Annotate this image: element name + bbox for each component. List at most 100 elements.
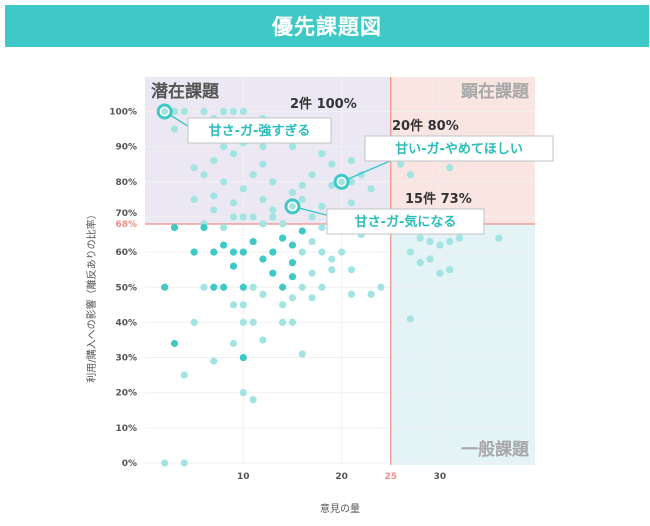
callout-text: 甘さ-ガ-強すぎる [209, 123, 311, 139]
y-tick-label: 70% [115, 209, 137, 219]
data-point [239, 248, 247, 256]
y-tick-label: 20% [115, 389, 137, 399]
data-point-light [308, 294, 316, 302]
y-axis-label: 利用/購入への影響（離反ありの比率） [85, 209, 98, 382]
callout-box [187, 117, 332, 144]
highlight-marker-center [338, 178, 345, 186]
data-point-light [239, 389, 247, 397]
data-point-light [220, 178, 228, 186]
data-point-light [210, 157, 218, 165]
data-point-light [308, 269, 316, 277]
data-point-light [210, 192, 218, 200]
data-point [190, 248, 198, 256]
data-point [229, 262, 238, 270]
data-point [288, 259, 297, 267]
y-tick-label: 30% [115, 354, 137, 364]
highlight-stat-label: 20件 80% [392, 118, 459, 134]
data-point-light [229, 301, 238, 309]
data-point-light [446, 266, 454, 274]
data-point-light [259, 336, 267, 344]
data-point-light [239, 318, 247, 326]
data-point-light [249, 396, 257, 404]
data-point-light [180, 459, 188, 467]
data-point [210, 283, 218, 291]
data-point-light [249, 283, 257, 291]
chart-title-banner: 優先課題図 [5, 5, 649, 47]
data-point-light [328, 181, 336, 189]
data-point-light [170, 125, 179, 133]
data-point-light [347, 266, 356, 274]
highlight-stat-label: 2件 100% [290, 96, 357, 112]
data-point-light [308, 213, 316, 221]
data-point-light [338, 248, 346, 256]
data-point-light [426, 255, 434, 263]
quadrant-label-top-right: 顕在課題 [461, 81, 530, 102]
data-point-light [161, 459, 169, 467]
data-point-light [377, 283, 385, 291]
data-point-light [288, 143, 297, 151]
data-point-light [210, 357, 218, 365]
data-point-light [446, 237, 454, 246]
y-tick-label: 40% [115, 318, 137, 328]
data-point-light [298, 248, 306, 256]
x-tick-label: 10 [237, 472, 250, 482]
data-point-light [328, 160, 336, 168]
y-tick-label: 100% [109, 108, 137, 118]
data-point-light [190, 195, 198, 203]
highlight-marker-center [161, 108, 169, 115]
data-point-light [269, 213, 277, 221]
y-tick-label: 60% [115, 248, 137, 258]
data-point-light [367, 290, 375, 298]
page-title: 優先課題図 [272, 15, 382, 39]
data-point [269, 248, 277, 256]
data-point-light [170, 107, 179, 116]
data-point [298, 227, 306, 235]
data-point-light [426, 237, 434, 246]
y-threshold-label: 68% [115, 220, 137, 230]
data-point-light [259, 143, 267, 151]
data-point-light [298, 181, 306, 189]
data-point [210, 248, 218, 256]
data-point-light [229, 150, 238, 158]
data-point-light [229, 213, 238, 221]
data-point-light [229, 339, 238, 348]
data-point [200, 223, 208, 232]
data-point-light [406, 171, 415, 179]
data-point [220, 283, 228, 291]
x-axis-label: 意見の量 [320, 502, 360, 515]
data-point-light [396, 160, 405, 168]
data-point-light [436, 241, 444, 249]
data-point-light [347, 199, 356, 207]
data-point-light [249, 171, 257, 179]
y-tick-label: 0% [122, 459, 137, 469]
data-point-light [328, 255, 336, 263]
x-tick-label: 30 [434, 472, 447, 482]
data-point-light [220, 107, 228, 116]
quadrant-top-left-bg [145, 77, 391, 224]
data-point-light [318, 150, 326, 158]
data-point-light [210, 206, 218, 214]
data-point [288, 241, 297, 249]
data-point-light [347, 178, 356, 186]
data-point-light [446, 164, 454, 172]
quadrant-label-top-left: 潜在課題 [151, 81, 220, 102]
data-point-light [406, 248, 415, 256]
callout-box [326, 208, 485, 235]
data-point [229, 248, 238, 256]
data-point-light [239, 107, 247, 116]
data-point-light [455, 234, 464, 242]
data-point-light [318, 283, 326, 291]
data-point-light [239, 185, 247, 193]
data-point [170, 339, 179, 348]
data-point-light [279, 318, 287, 326]
data-point-light [259, 160, 267, 168]
data-point [259, 255, 267, 263]
data-point-light [190, 318, 198, 326]
y-tick-label: 90% [115, 143, 137, 153]
data-point-light [367, 185, 375, 193]
data-point [239, 353, 247, 362]
data-point-light [406, 315, 415, 323]
data-point-light [328, 266, 336, 274]
data-point-light [259, 195, 267, 203]
